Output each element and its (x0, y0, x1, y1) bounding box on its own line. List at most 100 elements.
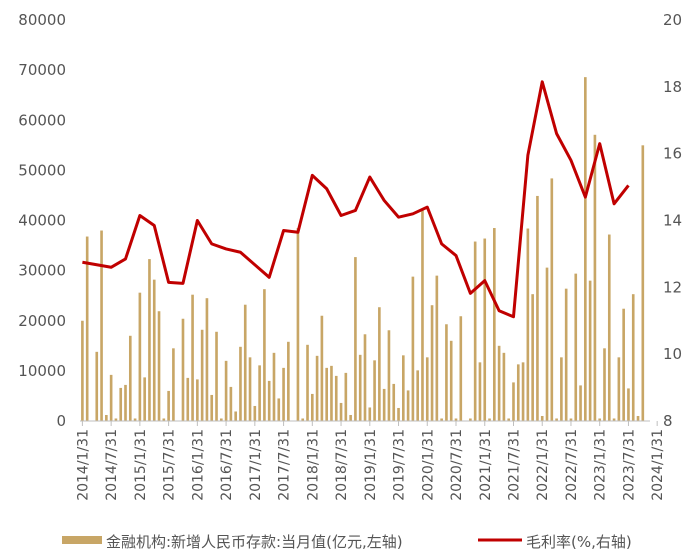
bar (579, 385, 582, 421)
bar (349, 414, 352, 421)
bar (105, 414, 108, 421)
bar (641, 145, 645, 421)
x-axis-tick-label: 2018/7/31 (334, 429, 350, 501)
bar (574, 273, 578, 421)
bar (128, 335, 132, 421)
x-tick-marks (81, 421, 658, 426)
x-axis-tick-label: 2020/7/31 (449, 429, 465, 501)
bar (440, 418, 443, 421)
x-axis-tick-label: 2015/7/31 (162, 429, 178, 501)
x-axis-tick-label: 2021/7/31 (506, 429, 522, 501)
legend: 金融机构:新增人民币存款:当月值(亿元,左轴) 毛利率(%,右轴) (62, 533, 632, 551)
bar (593, 134, 597, 422)
bar (545, 267, 549, 421)
bar (569, 418, 573, 421)
bar (430, 305, 434, 421)
bar (512, 382, 515, 421)
bar (516, 364, 520, 421)
bar (306, 344, 309, 421)
bar (186, 377, 190, 421)
bar (215, 331, 218, 421)
bar (588, 280, 592, 421)
bar (191, 294, 194, 421)
bar (555, 418, 558, 421)
bar (334, 375, 338, 421)
x-axis-tick-label: 2018/1/31 (305, 429, 321, 501)
x-axis-tick-label: 2016/7/31 (219, 429, 235, 501)
bar (454, 418, 458, 421)
bar (598, 418, 602, 421)
bar (210, 394, 214, 421)
bar (378, 307, 381, 421)
bar (473, 241, 477, 421)
bar (196, 379, 199, 421)
left-axis-tick-label: 50000 (18, 161, 66, 179)
bar-series (81, 77, 645, 422)
bar (354, 257, 357, 421)
bar (449, 340, 453, 421)
x-axis-tick-label: 2023/1/31 (593, 429, 609, 501)
bar (560, 357, 563, 421)
left-axis-ticks: 0 10000 20000 30000 40000 50000 60000 70000 8000… (18, 11, 66, 430)
bar (344, 372, 348, 421)
bar (301, 418, 305, 421)
x-axis-tick-label: 2023/7/31 (621, 429, 637, 501)
bar (272, 352, 276, 421)
right-axis-tick-label: 16 (663, 145, 682, 163)
bar (622, 308, 625, 421)
x-axis-tick-label: 2014/7/31 (104, 429, 120, 501)
bar (100, 230, 103, 421)
bar (617, 357, 621, 421)
bar (406, 390, 410, 421)
bar (229, 386, 233, 421)
x-axis-tick-label: 2022/7/31 (564, 429, 580, 501)
x-axis-tick-label: 2019/1/31 (363, 429, 379, 501)
x-axis-tick-label: 2021/1/31 (478, 429, 494, 501)
right-axis-tick-label: 20 (663, 11, 682, 29)
left-axis-tick-label: 0 (56, 412, 66, 430)
bar (358, 354, 362, 421)
bar (243, 304, 247, 421)
legend-bar-label: 金融机构:新增人民币存款:当月值(亿元,左轴) (106, 533, 403, 551)
bar (636, 415, 640, 421)
bar (167, 390, 170, 421)
bar (387, 330, 391, 421)
bar (315, 355, 319, 421)
right-axis-tick-label: 12 (663, 278, 682, 296)
left-axis-tick-label: 30000 (18, 262, 66, 280)
bar (368, 407, 372, 421)
right-axis-tick-label: 18 (663, 78, 682, 96)
bar (325, 367, 328, 421)
bar (402, 355, 405, 421)
bar (152, 279, 156, 421)
bar (296, 228, 300, 421)
bar (248, 357, 252, 421)
bar (119, 387, 123, 421)
bar (143, 377, 146, 421)
bar (493, 228, 496, 421)
left-axis-tick-label: 60000 (18, 111, 66, 129)
bar (114, 418, 118, 421)
bar (612, 418, 616, 421)
left-axis-tick-label: 10000 (18, 362, 66, 380)
bar (263, 289, 266, 421)
right-axis-tick-label: 8 (663, 412, 673, 430)
bar (330, 365, 333, 421)
bar (483, 238, 487, 421)
bar (469, 418, 472, 421)
bar (277, 398, 281, 421)
bar (172, 348, 175, 421)
bar (224, 360, 228, 421)
bar (85, 236, 89, 421)
line-series-margin (82, 80, 630, 319)
bar (95, 351, 99, 421)
bar (411, 276, 415, 421)
bar (521, 362, 525, 421)
bar (584, 77, 587, 421)
bar (507, 418, 511, 421)
bar (157, 311, 161, 421)
bar (81, 320, 84, 421)
x-axis-tick-label: 2024/1/31 (650, 429, 666, 501)
left-axis-tick-label: 80000 (18, 11, 66, 29)
